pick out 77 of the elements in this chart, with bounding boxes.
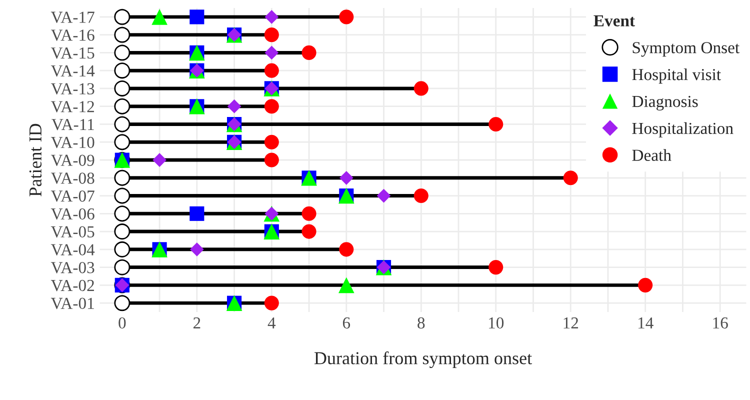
point	[227, 99, 242, 114]
x-tick-label: 10	[489, 317, 504, 329]
legend-label: Death	[632, 149, 672, 161]
point	[152, 9, 168, 25]
y-tick-label: VA-07	[50, 190, 94, 202]
point	[114, 116, 130, 132]
point	[302, 45, 316, 60]
point	[114, 224, 130, 240]
point	[563, 170, 578, 186]
point	[264, 46, 279, 60]
y-tick-label: VA-04	[50, 244, 95, 256]
y-tick-label: VA-10	[50, 136, 94, 148]
point	[114, 241, 130, 258]
point	[414, 81, 428, 96]
legend-label: Diagnosis	[632, 96, 698, 111]
point	[114, 295, 130, 312]
y-axis-title: Patient ID	[29, 124, 42, 196]
y-tick-label: VA-06	[50, 208, 94, 220]
point	[114, 98, 130, 114]
point	[638, 278, 653, 292]
y-tick-label: VA-01	[50, 298, 94, 310]
point	[114, 259, 130, 276]
x-tick-label: 12	[564, 317, 578, 328]
y-tick-label: VA-09	[50, 154, 94, 166]
y-tick-label: VA-02	[50, 280, 94, 292]
point	[414, 188, 428, 204]
y-tick-label: VA-16	[50, 30, 94, 41]
x-tick-label: 4	[268, 317, 276, 328]
point	[264, 152, 279, 168]
point	[190, 206, 204, 221]
x-axis-title: Duration from symptom onset	[314, 351, 532, 368]
y-tick-label: VA-17	[50, 12, 94, 23]
legend-label: Hospital visit	[632, 68, 721, 84]
y-tick-label: VA-15	[50, 47, 94, 59]
point	[302, 224, 316, 239]
point	[488, 116, 504, 132]
point	[302, 206, 316, 221]
x-tick-label: 6	[342, 317, 350, 329]
y-tick-label: VA-08	[50, 172, 94, 184]
y-tick-label: VA-05	[50, 226, 94, 238]
point	[114, 170, 130, 186]
point	[152, 153, 166, 167]
x-tick-label: 2	[193, 317, 200, 328]
point	[114, 188, 130, 204]
point	[488, 260, 504, 275]
y-tick-label: VA-12	[50, 101, 94, 112]
point	[264, 63, 279, 78]
legend-title: Event	[594, 15, 635, 26]
point	[339, 242, 354, 257]
point	[264, 296, 279, 310]
point	[114, 44, 130, 61]
point	[264, 134, 279, 150]
y-tick-label: VA-11	[52, 119, 94, 130]
point	[339, 10, 354, 24]
point	[339, 170, 354, 185]
point	[114, 26, 130, 43]
point	[264, 99, 279, 114]
point	[264, 28, 279, 42]
y-tick-label: VA-14	[50, 65, 95, 77]
point	[114, 206, 130, 222]
x-tick-label: 14	[638, 317, 654, 328]
point	[376, 188, 391, 203]
y-tick-label: VA-13	[50, 83, 94, 95]
point	[338, 277, 354, 294]
point	[114, 134, 130, 150]
y-tick-label: VA-03	[50, 262, 94, 274]
point	[190, 242, 204, 256]
x-tick-label: 8	[418, 317, 425, 329]
point	[190, 10, 204, 24]
point	[114, 8, 130, 25]
legend-label: Hospitalization	[632, 122, 734, 138]
x-tick-label: 0	[118, 317, 126, 329]
point	[264, 10, 279, 24]
legend-label: Symptom Onset	[632, 42, 740, 57]
x-tick-label: 16	[713, 317, 728, 329]
point	[114, 80, 130, 96]
point	[114, 62, 130, 79]
